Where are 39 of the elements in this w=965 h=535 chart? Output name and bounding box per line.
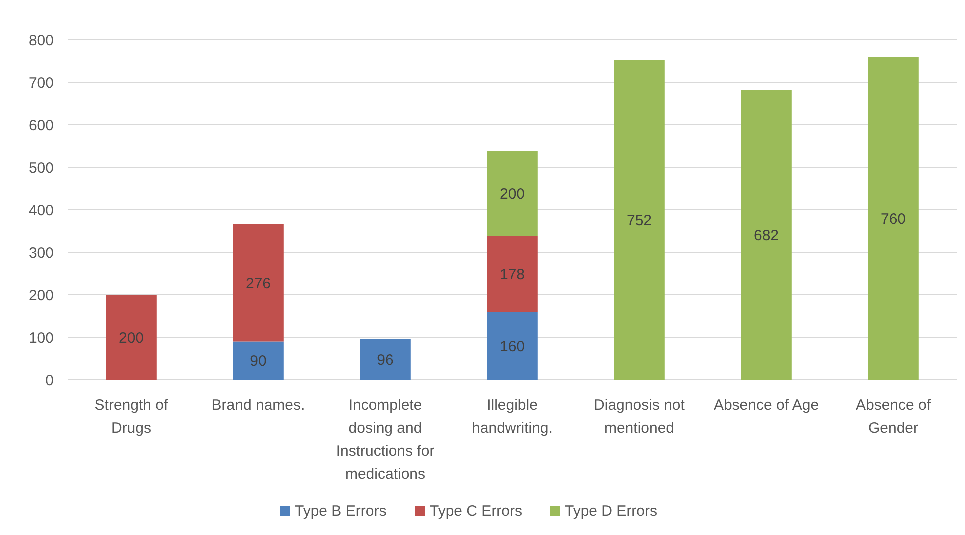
legend-label: Type C Errors bbox=[430, 503, 523, 520]
data-label: 682 bbox=[754, 227, 780, 244]
bar bbox=[487, 312, 538, 380]
x-tick-label: Absence of Age bbox=[714, 397, 820, 414]
bar bbox=[233, 224, 284, 342]
x-tick-label: Incomplete dosing and Instructions for medications bbox=[336, 397, 435, 483]
y-tick-label: 400 bbox=[28, 202, 54, 220]
y-tick-label: 300 bbox=[28, 244, 54, 262]
data-label: 96 bbox=[377, 352, 394, 369]
bar bbox=[487, 151, 538, 236]
data-label: 752 bbox=[626, 212, 652, 230]
x-tick-label: Strength of Drugs bbox=[94, 397, 170, 437]
x-tick-label: Diagnosis not mentioned bbox=[594, 397, 686, 437]
y-tick-label: 600 bbox=[28, 117, 54, 134]
y-tick-label: 0 bbox=[46, 372, 54, 390]
data-label: 200 bbox=[500, 186, 526, 204]
bar bbox=[868, 57, 919, 380]
y-tick-label: 700 bbox=[28, 74, 54, 92]
y-tick-label: 500 bbox=[28, 160, 54, 177]
x-tick-label: Absence of Gender bbox=[856, 397, 932, 437]
data-label: 760 bbox=[880, 210, 906, 228]
legend-label: Type D Errors bbox=[565, 503, 658, 520]
y-tick-label: 100 bbox=[28, 330, 54, 347]
x-tick-label: Illegible handwriting. bbox=[472, 397, 553, 437]
x-tick-label: Brand names. bbox=[212, 397, 306, 414]
legend-label: Type B Errors bbox=[295, 503, 387, 520]
data-label: 178 bbox=[500, 266, 526, 284]
bar bbox=[106, 295, 157, 380]
bar bbox=[487, 236, 538, 312]
bar bbox=[741, 90, 792, 380]
bar bbox=[360, 339, 411, 380]
data-label: 160 bbox=[500, 338, 526, 356]
y-tick-label: 200 bbox=[28, 287, 54, 304]
data-label: 200 bbox=[118, 330, 144, 347]
data-label: 90 bbox=[250, 353, 267, 370]
bar bbox=[614, 60, 665, 380]
y-tick-label: 800 bbox=[28, 32, 54, 50]
bar bbox=[233, 342, 284, 380]
data-label: 276 bbox=[246, 275, 272, 292]
